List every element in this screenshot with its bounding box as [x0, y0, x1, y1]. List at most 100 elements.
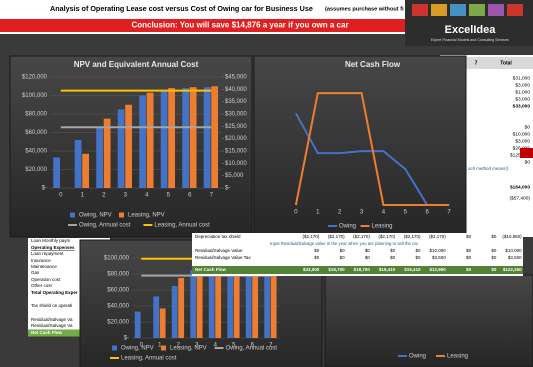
legend-label: Owing, NPV	[79, 213, 112, 219]
bar	[134, 311, 141, 338]
y-tick-label: $40,000	[107, 304, 129, 310]
legend-swatch	[112, 345, 117, 351]
bar	[203, 87, 211, 188]
bar	[168, 88, 176, 188]
sheet-cell: $19,410	[404, 267, 421, 272]
bar	[245, 261, 252, 338]
x-tick-label: 3	[360, 210, 364, 216]
sheet-cell: ($2,170)	[353, 234, 370, 239]
sheet-cell: $3,000	[515, 96, 530, 102]
sheet-cell: ($2,170)	[378, 234, 395, 239]
sheet-row-label: Residual/Salvage Value Tax	[195, 255, 251, 260]
y-tick-label: $60,000	[107, 288, 129, 294]
sheet-cell: ($2,170)	[404, 234, 421, 239]
y-tick-label: $40,000	[25, 149, 47, 155]
legend-swatch	[119, 212, 124, 218]
sheet-cell: $19,410	[379, 267, 396, 272]
bar	[178, 278, 185, 338]
y-tick-label: $100,000	[22, 93, 48, 99]
legend-label: Owing	[339, 224, 356, 230]
sheet-row-label: Gas	[31, 270, 40, 275]
sheet-cell: $3,000	[515, 138, 530, 144]
legend-label: Owing, NPV	[121, 346, 154, 352]
sheet-cell: $0	[314, 255, 320, 260]
x-tick-label: 7	[210, 193, 214, 199]
sheet-cell: $0	[491, 255, 497, 260]
sheet-total-band	[192, 266, 523, 274]
conclusion: Conclusion: You will save $14,876 a year…	[131, 21, 348, 30]
x-tick-label: 1	[81, 193, 85, 199]
chart-title: NPV and Equivalent Annual Cost	[74, 60, 199, 69]
sheet-cell: ($2,170)	[429, 234, 446, 239]
sheet-cell: $33,000	[513, 103, 531, 109]
sheet-cell: $0	[466, 234, 472, 239]
sheet-cell: $0	[390, 255, 396, 260]
sheet-row-label: Total Operating Exper	[31, 290, 78, 295]
legend-label: Leasing, NPV	[128, 213, 165, 219]
x-tick-label: 2	[338, 210, 342, 216]
sheet-total-band	[28, 329, 110, 337]
sheet-row-label: Insurance	[31, 258, 51, 263]
x-tick-label: 3	[124, 193, 128, 199]
legend-label: Leasing, Annual cost	[154, 223, 210, 229]
sheet-cell: $33,000	[303, 267, 320, 272]
y-tick-label: $80,000	[25, 112, 47, 118]
logo-tagline: Expert Financial Models and Consulting S…	[431, 38, 509, 42]
legend-label: Leasing, Annual cost	[121, 356, 177, 362]
sheet-cell: $0	[340, 248, 346, 253]
sheet-cell: $3,000	[515, 82, 530, 88]
legend-label: Leasing	[372, 224, 393, 230]
x-tick-label: 5	[404, 210, 408, 216]
sheet-cell: $0	[340, 255, 346, 260]
sheet-row-label: Operating Expenses	[31, 245, 75, 250]
sheet-row-label: Operation cost	[31, 277, 61, 282]
sheet-row-label: Loan repayment	[31, 251, 64, 256]
y2-tick-label: $25,000	[225, 124, 247, 130]
sheet-cell: $0	[525, 159, 531, 165]
sheet-cell: $0	[466, 267, 472, 272]
sheet-cell: ($10,850)	[502, 234, 522, 239]
red-marker	[520, 148, 533, 158]
logo-stripe	[488, 4, 504, 16]
bar	[190, 270, 197, 338]
chart-panel	[324, 274, 533, 367]
x-tick-label: 2	[102, 193, 106, 199]
x-tick-label: 6	[426, 210, 430, 216]
sheet-cell: $0	[365, 255, 371, 260]
sheet-cell: $0	[466, 248, 472, 253]
legend-label: Leasing	[447, 354, 468, 360]
x-tick-label: 1	[316, 210, 320, 216]
x-tick-label: 1	[158, 343, 162, 349]
legend-swatch	[161, 345, 166, 351]
sheet-cell: $0	[491, 234, 497, 239]
bar	[96, 127, 103, 188]
sheet-cell: $0	[415, 248, 421, 253]
sheet-cell: $31,000	[513, 75, 531, 81]
logo-stripe	[450, 4, 466, 16]
sheet-note: Input Residual/Salvage value in the year…	[270, 241, 419, 246]
bar	[252, 260, 259, 338]
sheet-row-label: Maintenance	[31, 264, 57, 269]
x-tick-label: 4	[145, 193, 149, 199]
legend-label: Owing, Annual cost	[226, 346, 278, 352]
sheet-cell: $0	[314, 248, 320, 253]
legend-label: Owing, Annual cost	[79, 223, 131, 229]
bar	[196, 267, 203, 338]
y-tick-label: $120,000	[22, 75, 48, 81]
sheet-row-label: Net Cash Flow	[195, 267, 227, 272]
sheet-cell: $12,950	[430, 267, 447, 272]
y2-tick-label: $15,000	[225, 149, 247, 155]
sheet-row-label: Other cost	[31, 283, 53, 288]
logo: ExcelIdea	[445, 24, 497, 36]
bar	[160, 90, 168, 188]
x-tick-label: 0	[59, 193, 63, 199]
chart-title: Net Cash Flow	[345, 60, 401, 69]
bar	[208, 264, 215, 338]
chart-panel	[253, 55, 467, 238]
bar	[74, 139, 82, 188]
y2-tick-label: $30,000	[225, 112, 247, 118]
sheet-cell: $0	[491, 248, 497, 253]
y2-tick-label: $20,000	[225, 136, 247, 142]
